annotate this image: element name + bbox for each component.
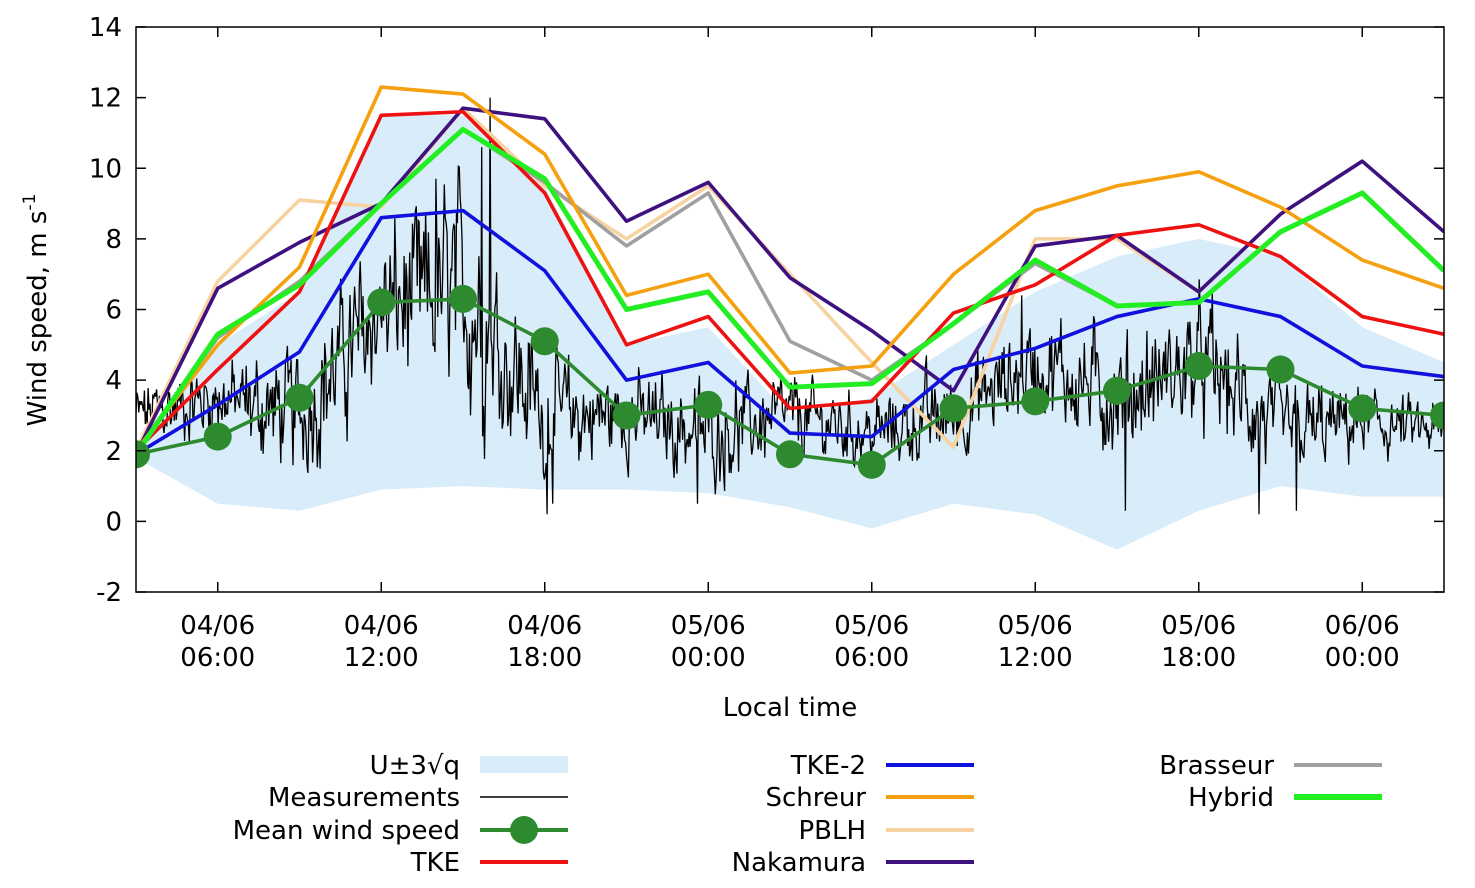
legend-label-schreur: Schreur [765,783,866,813]
mean-wind-speed-marker [449,284,477,313]
legend-entry-brasseur: Brasseur [1159,751,1382,781]
mean-wind-speed-marker [1184,352,1213,380]
mean-wind-speed-marker [1348,394,1377,423]
plot-area [136,85,1444,550]
legend-entry-u-3-q: U±3√q [370,751,568,781]
y-tick-label: 12 [89,84,122,114]
legend-label-nakamura: Nakamura [732,848,866,878]
x-tick-label-date: 04/06 [507,611,582,641]
legend-label-measurements: Measurements [268,783,460,813]
series-line-schreur [136,85,1444,452]
legend-entry-pblh: PBLH [798,816,974,846]
x-tick-label-date: 04/06 [344,611,419,641]
y-tick-label: 14 [89,13,122,43]
y-axis-ticks: -2 0 2 4 6 8 10 12 14 [89,13,1444,608]
x-tick-label-date: 04/06 [180,611,255,641]
legend-entry-mean-wind-speed: Mean wind speed [233,816,568,846]
uncertainty-band [136,115,1444,550]
series-line-hybrid [136,126,1444,456]
x-tick-label-time: 12:00 [344,643,419,673]
legend-entry-tke-2: TKE-2 [790,751,974,781]
mean-wind-speed-marker [694,390,723,419]
legend-marker-mean-wind-speed [510,816,538,844]
legend-entry-tke: TKE [410,848,568,878]
y-tick-label: 0 [105,507,122,537]
x-tick-label-time: 18:00 [1161,643,1236,673]
mean-wind-speed-marker [203,422,232,451]
legend-label-mean-wind-speed: Mean wind speed [233,816,460,846]
legend-label-brasseur: Brasseur [1159,751,1274,781]
mean-wind-speed-marker [367,288,396,317]
x-tick-label-date: 05/06 [1161,611,1236,641]
x-tick-label-time: 06:00 [180,643,255,673]
y-tick-label: 8 [105,225,122,255]
y-tick-label: 6 [105,296,122,326]
mean-wind-speed-marker [612,401,641,430]
x-tick-label-date: 05/06 [671,611,746,641]
mean-wind-speed-marker [939,394,968,423]
x-tick-label-time: 18:00 [507,643,582,673]
mean-wind-speed-marker [1021,387,1050,416]
y-tick-label: 10 [89,154,122,184]
x-tick-label-time: 00:00 [671,643,746,673]
mean-wind-speed-marker [776,440,804,469]
y-tick-label: 2 [105,437,122,467]
mean-wind-speed-marker [1266,355,1295,384]
mean-wind-speed-marker [1430,401,1444,430]
y-tick-label: -2 [96,578,122,608]
legend-swatch-band [480,756,568,773]
series-line-tke-2 [136,208,1444,456]
legend-label-u-3-q: U±3√q [370,751,460,781]
legend-label-pblh: PBLH [798,816,866,846]
legend-label-tke-2: TKE-2 [790,751,866,781]
legend-label-tke: TKE [410,848,460,878]
x-tick-label-date: 05/06 [834,611,909,641]
x-tick-label-time: 00:00 [1325,643,1400,673]
measurements-line [136,97,1444,515]
x-tick-label-date: 05/06 [998,611,1073,641]
x-axis-title: Local time [723,693,857,723]
x-axis-ticks: 04/0606:0004/0612:0004/0618:0005/0600:00… [180,27,1400,673]
y-tick-label: 4 [105,366,122,396]
x-tick-label-time: 06:00 [834,643,909,673]
mean-wind-speed-marker [136,440,150,469]
y-axis-title-text: Wind speed, m s [23,211,53,427]
y-axis-title: Wind speed, m s-1 [20,194,53,427]
legend-entry-nakamura: Nakamura [732,848,974,878]
y-axis-title-exponent: -1 [20,194,40,211]
series-line-tke [136,109,1444,453]
x-tick-label-date: 06/06 [1325,611,1400,641]
mean-wind-speed-marker [1103,376,1131,405]
legend-entry-hybrid: Hybrid [1188,783,1382,813]
series-line-nakamura [136,106,1444,456]
legend-entry-schreur: Schreur [765,783,974,813]
legend-label-hybrid: Hybrid [1188,783,1274,813]
mean-wind-speed-marker [857,450,886,479]
legend-entry-measurements: Measurements [268,783,568,813]
mean-wind-speed-marker [530,327,559,356]
x-tick-label-time: 12:00 [998,643,1073,673]
mean-wind-speed-marker [285,383,314,412]
